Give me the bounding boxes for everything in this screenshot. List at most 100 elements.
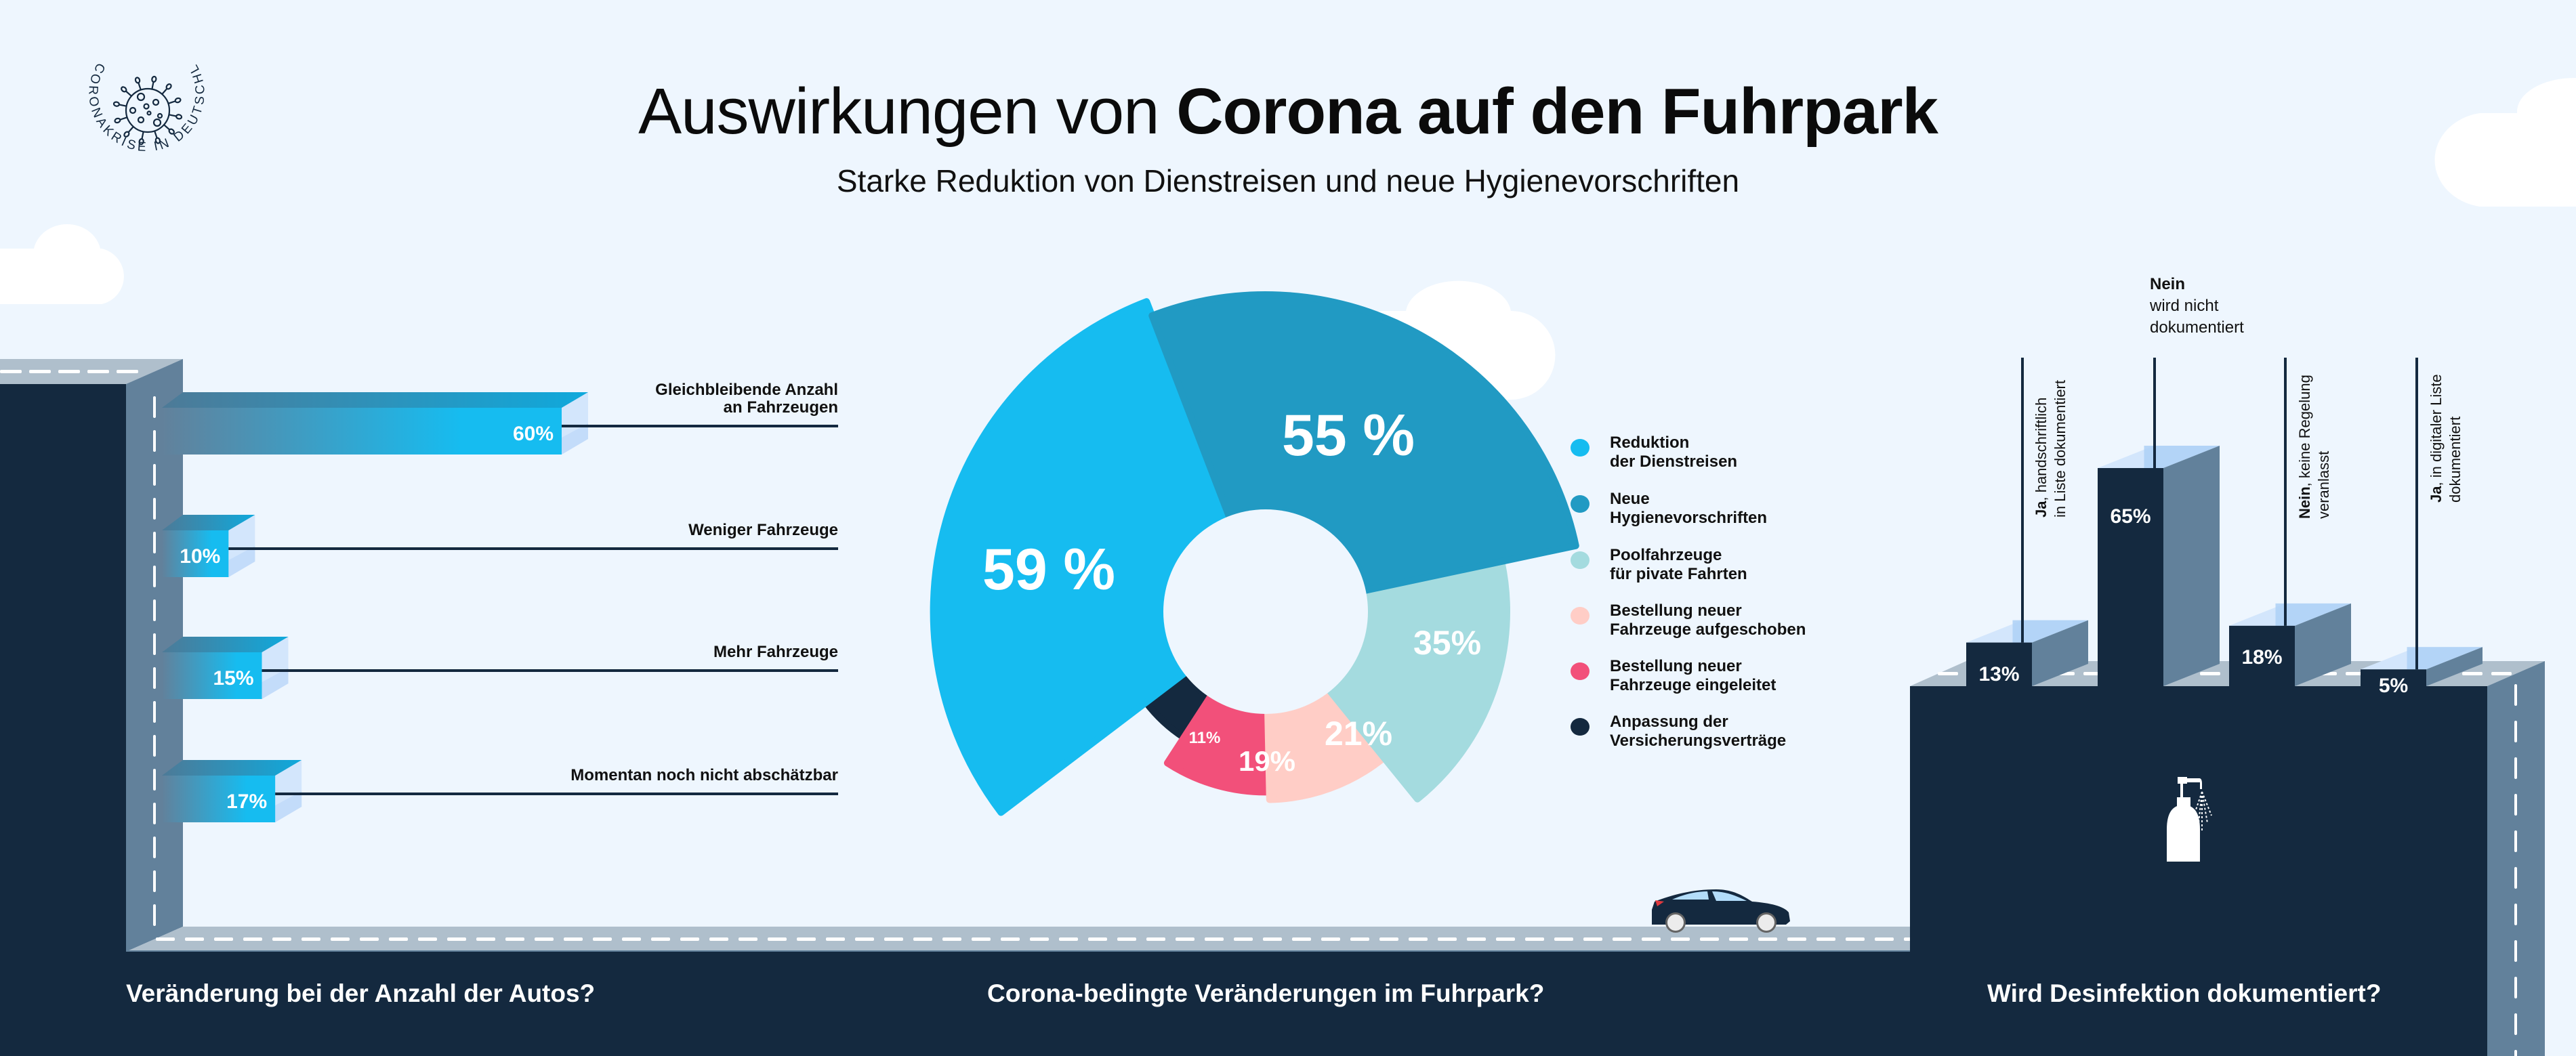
left-section-caption: Veränderung bei der Anzahl der Autos? bbox=[126, 979, 596, 1007]
column-top-shade bbox=[2144, 446, 2220, 468]
bar-value-label: 17% bbox=[226, 790, 268, 813]
column bbox=[1966, 642, 2032, 687]
bar-category-label-line: an Fahrzeugen bbox=[723, 398, 838, 417]
column-top-shade bbox=[2407, 647, 2482, 670]
column-top-shade bbox=[2012, 620, 2088, 643]
bar-side-shade bbox=[262, 668, 289, 699]
center-section-caption: Corona-bedingte Veränderungen im Fuhrpar… bbox=[987, 979, 1545, 1007]
lane-markings bbox=[0, 370, 156, 926]
column-category-label: Nein wird nicht dokumentiert bbox=[2150, 275, 2244, 337]
legend-label: Bestellung neuer Fahrzeuge eingeleitet bbox=[1610, 657, 1840, 695]
bar-category-label-line: Gleichbleibende Anzahl bbox=[655, 381, 838, 399]
leader-line bbox=[2021, 358, 2024, 643]
legend-swatch bbox=[1571, 551, 1590, 569]
column bbox=[2361, 669, 2426, 687]
bar bbox=[162, 652, 262, 699]
leader-line bbox=[275, 793, 839, 795]
slice-value-label: 11% bbox=[1189, 729, 1221, 747]
leader-line bbox=[228, 547, 838, 550]
legend-swatch bbox=[1571, 439, 1590, 457]
page-title: Auswirkungen von Corona auf den Fuhrpark bbox=[0, 75, 2576, 149]
legend-swatch bbox=[1571, 662, 1590, 680]
bar-category-label: Momentan noch nicht abschätzbar bbox=[499, 767, 838, 784]
column-side bbox=[2426, 647, 2482, 686]
column-value-label: 13% bbox=[1978, 662, 2020, 685]
slice-value-label: 21% bbox=[1325, 715, 1392, 753]
legend-label-line: Neue bbox=[1610, 490, 1650, 508]
legend-label-line: Reduktion bbox=[1610, 434, 1690, 452]
column-category-label: Ja, handschriftlich in Liste dokumentiert bbox=[2033, 380, 2069, 518]
car-icon bbox=[1652, 889, 1790, 933]
bar-value-label: 60% bbox=[512, 423, 554, 445]
column-top-shade bbox=[2275, 603, 2351, 626]
bar-category-label-line: Mehr Fahrzeuge bbox=[713, 643, 838, 661]
legend-label-line: Fahrzeuge aufgeschoben bbox=[1610, 620, 1806, 639]
bar-value-label: 10% bbox=[180, 545, 221, 568]
donut-slice bbox=[930, 298, 1232, 816]
legend-label-line: Bestellung neuer bbox=[1610, 657, 1742, 675]
title-regular: Auswirkungen von bbox=[638, 75, 1159, 148]
legend-label-line: Hygienevorschriften bbox=[1610, 509, 1768, 527]
road-lane-markings bbox=[156, 937, 1923, 941]
right-section-caption: Wird Desinfektion dokumentiert? bbox=[1987, 979, 2382, 1007]
bar-top bbox=[162, 637, 289, 652]
cloud-icon bbox=[2434, 77, 2576, 207]
bar bbox=[162, 530, 229, 577]
virus-icon bbox=[112, 75, 183, 146]
donut-slice bbox=[1264, 688, 1388, 803]
column-value-label: 5% bbox=[2378, 675, 2409, 698]
leader-line bbox=[2284, 358, 2287, 626]
right-building bbox=[1910, 661, 2545, 1056]
spray-bottle-icon bbox=[2167, 777, 2212, 862]
column-side bbox=[2163, 446, 2220, 686]
bar-category-label: Gleichbleibende Anzahl an Fahrzeugen bbox=[499, 381, 838, 417]
bar bbox=[162, 408, 562, 455]
legend-label-line: der Dienstreisen bbox=[1610, 452, 1738, 471]
legend-swatch bbox=[1571, 495, 1590, 513]
legend-label: Neue Hygienevorschriften bbox=[1610, 490, 1840, 528]
column bbox=[2098, 468, 2163, 687]
leader-line bbox=[562, 425, 838, 427]
slice-value-label: 35% bbox=[1413, 624, 1481, 662]
slice-value-label: 19% bbox=[1239, 745, 1295, 777]
bar-category-label-line: Weniger Fahrzeuge bbox=[688, 521, 838, 539]
donut-hole bbox=[1163, 509, 1368, 714]
legend-label: Reduktion der Dienstreisen bbox=[1610, 434, 1840, 471]
bar-top bbox=[162, 392, 588, 408]
slice-value-label: 59 % bbox=[982, 537, 1115, 602]
bar-side-shade bbox=[562, 423, 588, 455]
leader-line bbox=[2415, 358, 2418, 670]
legend-swatch bbox=[1571, 718, 1590, 736]
column-category-label: Nein, keine Regelung veranlasst bbox=[2296, 375, 2332, 519]
leader-line bbox=[2153, 358, 2156, 468]
bar-category-label-line: Momentan noch nicht abschätzbar bbox=[570, 766, 838, 784]
donut-slice bbox=[1327, 557, 1510, 803]
legend-label-line: Fahrzeuge eingeleitet bbox=[1610, 676, 1777, 694]
bar-category-label: Weniger Fahrzeuge bbox=[499, 522, 838, 539]
bar-value-label: 15% bbox=[213, 667, 254, 690]
column-side bbox=[2295, 603, 2351, 686]
legend-label-line: für pivate Fahrten bbox=[1610, 565, 1747, 583]
legend-label-line: Anpassung der bbox=[1610, 713, 1728, 731]
column-category-label: Ja, in digitaler Liste dokumentiert bbox=[2428, 374, 2464, 503]
legend-label: Anpassung der Versicherungsverträge bbox=[1610, 713, 1840, 751]
legend-label-line: Versicherungsverträge bbox=[1610, 732, 1787, 750]
leader-line bbox=[262, 669, 838, 672]
bar bbox=[162, 776, 276, 822]
column-side bbox=[2032, 620, 2088, 686]
column-value-label: 65% bbox=[2110, 505, 2151, 528]
bar-top bbox=[162, 760, 302, 776]
bar-top bbox=[162, 515, 255, 530]
cloud-icon bbox=[0, 224, 124, 304]
column-value-label: 18% bbox=[2241, 646, 2283, 669]
legend-label-line: Bestellung neuer bbox=[1610, 601, 1742, 620]
bar-side-shade bbox=[275, 791, 302, 822]
title-bold: Corona auf den Fuhrpark bbox=[1176, 75, 1938, 148]
slice-value-label: 55 % bbox=[1282, 403, 1415, 468]
page-subtitle: Starke Reduktion von Dienstreisen und ne… bbox=[836, 163, 1740, 198]
bar-category-label: Mehr Fahrzeuge bbox=[499, 643, 838, 661]
column bbox=[2229, 625, 2295, 687]
legend-label: Poolfahrzeuge für pivate Fahrten bbox=[1610, 546, 1840, 584]
